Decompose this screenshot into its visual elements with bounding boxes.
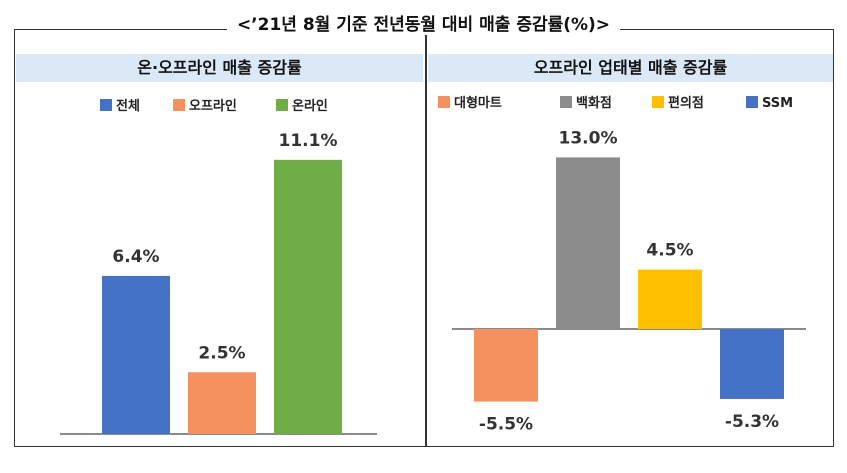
bar-1 xyxy=(474,329,538,402)
legend-label-4: SSM xyxy=(762,96,793,111)
legend-label-2: 백화점 xyxy=(576,95,612,111)
legend-swatch-4 xyxy=(746,96,758,108)
legend-swatch-2 xyxy=(173,99,185,111)
data-label-1: -5.5% xyxy=(479,415,533,435)
bar-2 xyxy=(188,372,256,434)
bar-3 xyxy=(274,159,342,434)
offline-format-bar-chart: 대형마트 백화점 편의점 SSM -5.5% 13.0% 4.5% -5.3% xyxy=(438,95,806,435)
bar-4 xyxy=(720,329,784,399)
legend-label-1: 전체 xyxy=(116,98,140,114)
legend-label-3: 온라인 xyxy=(292,98,328,114)
legend-swatch-1 xyxy=(100,99,112,111)
right-chart-title: 오프라인 업태별 매출 증감률 xyxy=(428,54,833,82)
data-label-2: 2.5% xyxy=(198,343,245,363)
data-label-3: 4.5% xyxy=(646,241,693,261)
legend-label-2: 오프라인 xyxy=(189,98,237,114)
bar-2 xyxy=(556,157,620,329)
panel-divider xyxy=(425,29,427,447)
data-label-4: -5.3% xyxy=(725,412,779,432)
legend-label-1: 대형마트 xyxy=(454,95,502,111)
main-title: <’21년 8월 기준 전년동월 대비 매출 증감률(%)> xyxy=(0,10,847,40)
left-chart-title: 온·오프라인 매출 증감률 xyxy=(16,54,423,82)
legend-label-3: 편의점 xyxy=(668,95,704,111)
online-offline-bar-chart: 전체 오프라인 온라인 6.4% 2.5% 11.1% xyxy=(60,98,377,435)
legend-swatch-2 xyxy=(560,96,572,108)
data-label-2: 13.0% xyxy=(559,128,618,148)
bar-3 xyxy=(638,269,702,329)
data-label-3: 11.1% xyxy=(279,131,338,151)
bar-1 xyxy=(102,275,170,434)
legend-swatch-3 xyxy=(652,96,664,108)
legend-swatch-3 xyxy=(276,99,288,111)
data-label-1: 6.4% xyxy=(112,247,159,267)
legend-swatch-1 xyxy=(438,96,450,108)
